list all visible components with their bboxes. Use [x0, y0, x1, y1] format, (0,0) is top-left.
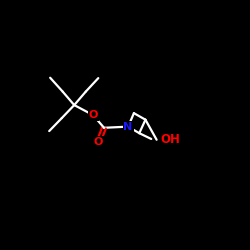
Text: OH: OH	[161, 133, 181, 146]
Text: N: N	[124, 122, 133, 132]
Text: O: O	[94, 137, 103, 147]
Text: O: O	[88, 110, 98, 120]
